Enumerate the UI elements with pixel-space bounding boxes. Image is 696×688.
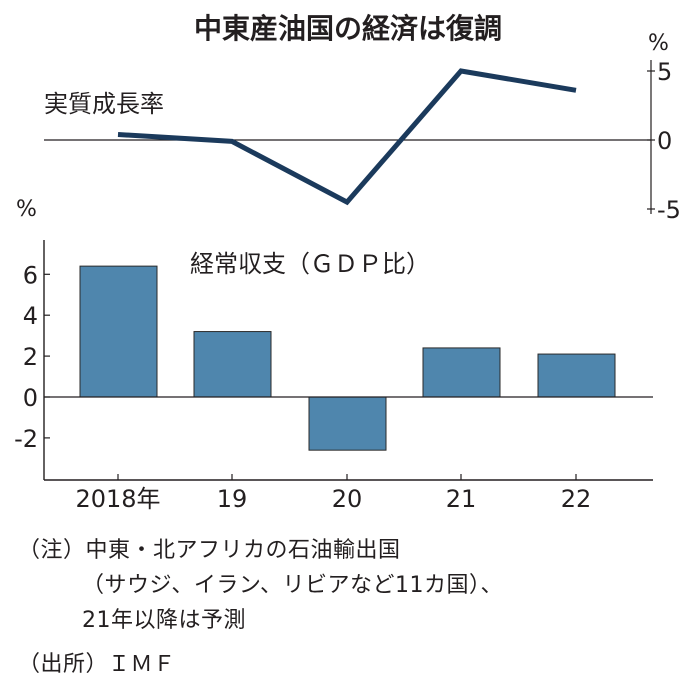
bar-y-tick-label: -2: [14, 425, 38, 453]
bar-y-tick-label: 6: [23, 261, 38, 289]
bar-y-tick-label: 4: [23, 302, 38, 330]
source-note: （出所）ＩＭＦ: [18, 652, 176, 677]
x-tick-label: 22: [561, 485, 592, 513]
chart-title: 中東産油国の経済は復調: [194, 12, 502, 45]
note-line-1: （注）中東・北アフリカの石油輸出国: [18, 538, 401, 563]
line-y-tick-label: 5: [657, 58, 672, 86]
line-series-path: [117, 68, 577, 206]
bar: [79, 265, 158, 398]
note-line-3: 21年以降は予測: [82, 608, 246, 633]
bar-unit-label: %: [16, 197, 37, 222]
x-tick-label: 20: [332, 485, 363, 513]
bar-y-tick-label: 2: [23, 343, 38, 371]
bar: [422, 347, 501, 398]
x-tick-label: 19: [217, 485, 248, 513]
line-unit-label: %: [648, 31, 669, 56]
line-y-tick-label: -5: [657, 196, 681, 224]
bar: [308, 396, 387, 451]
line-y-tick-label: 0: [657, 127, 672, 155]
x-tick-label: 2018年: [75, 485, 160, 513]
note-line-2: （サウジ、イラン、リビアなど11カ国）、: [82, 573, 504, 598]
bar: [537, 353, 616, 398]
bar-y-tick-label: 0: [23, 384, 38, 412]
line-series-label: 実質成長率: [44, 90, 164, 118]
bar: [193, 331, 272, 398]
bar-series-label: 経常収支（ＧＤＰ比）: [190, 250, 430, 278]
x-tick-label: 21: [446, 485, 477, 513]
